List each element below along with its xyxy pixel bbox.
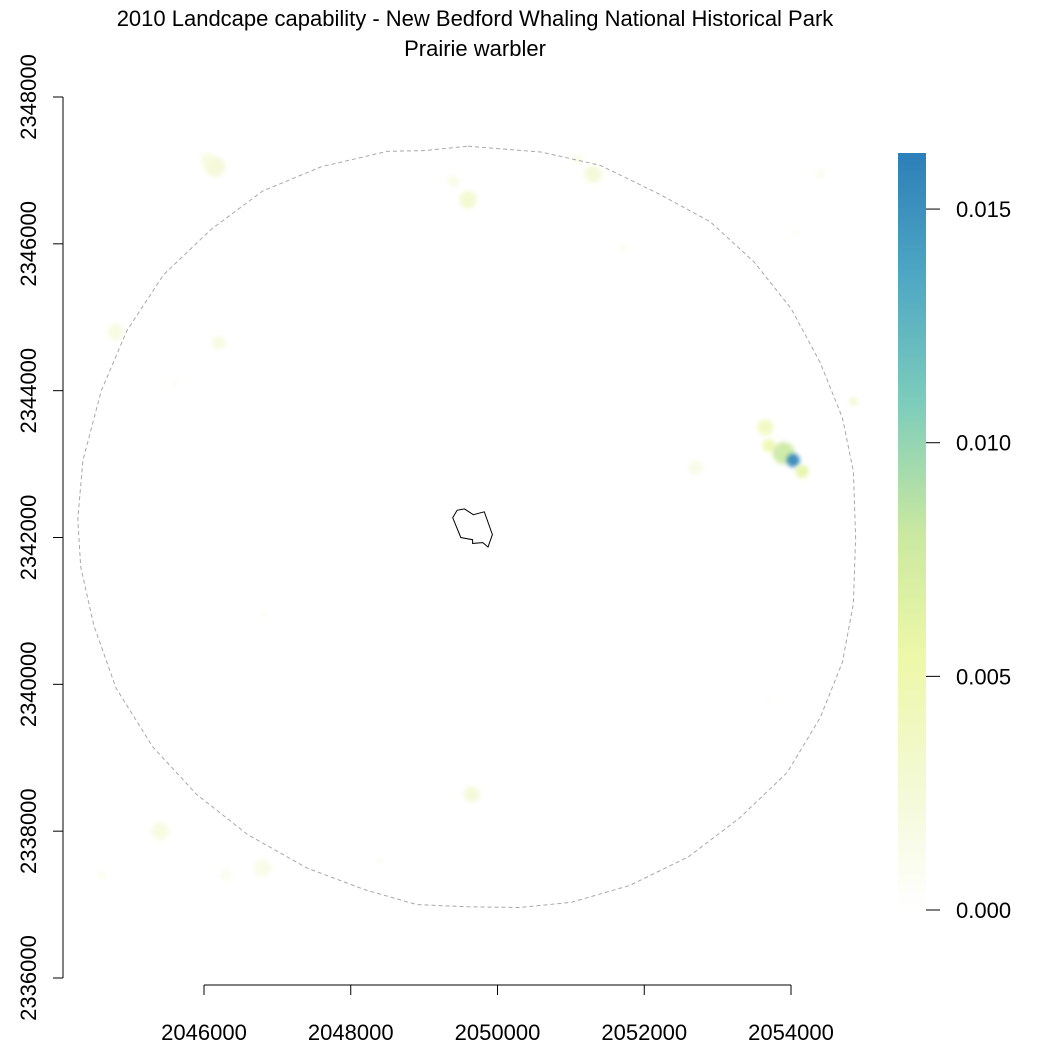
park-boundary: [452, 508, 493, 548]
raster-patch: [253, 859, 272, 877]
raster-patch: [171, 380, 178, 387]
colorbar-tick-label: 0.000: [956, 898, 1011, 923]
y-tick-label: 2340000: [16, 642, 41, 728]
raster-patch: [795, 464, 809, 479]
raster-patch: [107, 323, 125, 341]
raster-patch: [376, 856, 384, 865]
boundary-layer: [77, 145, 857, 909]
raster-patch: [762, 439, 776, 453]
x-axis: 2046000 2048000 2050000 2052000 2054000: [161, 984, 834, 1045]
raster-patch: [96, 870, 106, 880]
buffer-boundary: [77, 145, 857, 909]
y-tick-label: 2338000: [16, 788, 41, 874]
colorbar-tick-label: 0.015: [956, 197, 1011, 222]
y-tick-label: 2342000: [16, 495, 41, 581]
raster-patch: [573, 154, 584, 165]
raster-patch: [786, 453, 800, 468]
raster-patch: [688, 460, 703, 476]
colorbar-tick-label: 0.005: [956, 664, 1011, 689]
raster-patch: [220, 869, 232, 882]
colorbar-ramp: [898, 153, 926, 910]
x-tick-label: 2046000: [161, 1020, 247, 1045]
colorbar-legend: 0.000 0.005 0.010 0.015: [898, 153, 1011, 923]
x-tick-label: 2054000: [748, 1020, 834, 1045]
y-tick-label: 2336000: [16, 935, 41, 1021]
raster-patch: [151, 822, 169, 840]
x-tick-label: 2050000: [455, 1020, 541, 1045]
raster-patch: [848, 397, 858, 407]
raster-patch: [815, 168, 826, 180]
raster-patch: [447, 175, 460, 188]
raster-patch: [463, 786, 480, 803]
x-tick-label: 2052000: [601, 1020, 687, 1045]
raster-patch: [584, 165, 602, 183]
raster-patch: [757, 419, 774, 436]
y-axis: 2336000 2338000 2340000 2342000 2344000 23460…: [16, 54, 64, 1021]
y-tick-label: 2344000: [16, 348, 41, 434]
capability-raster: [96, 152, 858, 882]
y-tick-label: 2348000: [16, 54, 41, 140]
raster-patch: [766, 696, 772, 702]
x-tick-label: 2048000: [308, 1020, 394, 1045]
raster-patch: [259, 611, 266, 618]
raster-patch: [791, 229, 798, 236]
colorbar-tick-label: 0.010: [956, 431, 1011, 456]
chart-title: 2010 Landcape capability - New Bedford W…: [117, 6, 835, 31]
raster-patch: [459, 190, 477, 209]
raster-patch: [618, 243, 626, 252]
chart-subtitle: Prairie warbler: [404, 36, 546, 61]
raster-patch: [212, 336, 226, 350]
raster-patch: [201, 152, 215, 167]
y-tick-label: 2346000: [16, 201, 41, 287]
